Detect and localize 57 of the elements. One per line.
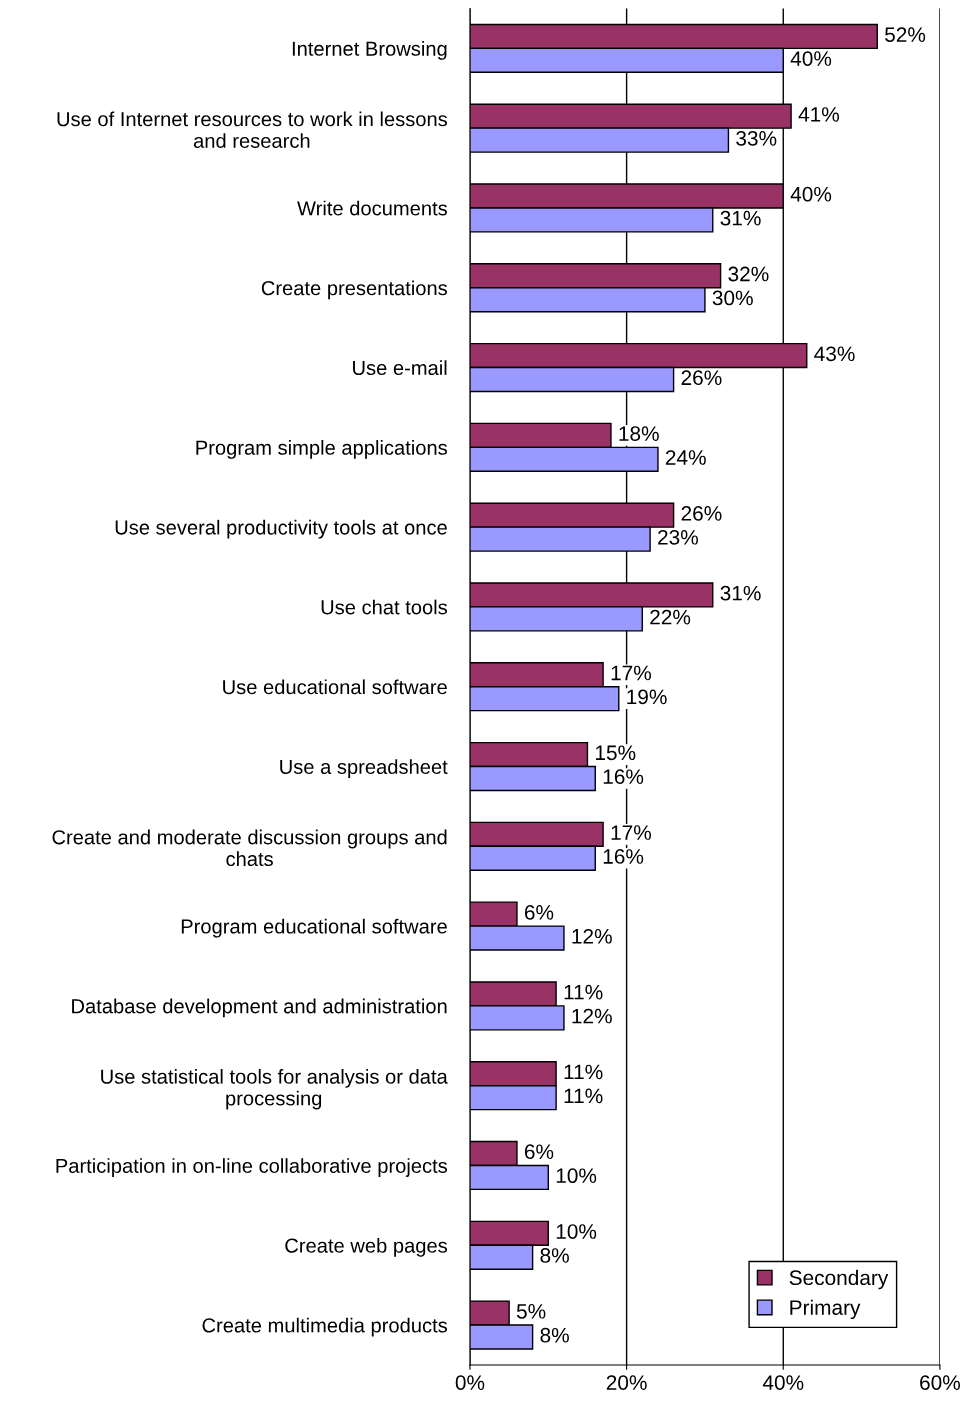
data-label: 31% [720, 585, 761, 601]
y-tick-label: Use statistical tools for analysis or data processing [101, 1069, 448, 1110]
data-label: 40% [790, 186, 832, 202]
x-tick-label: 40% [762, 1375, 804, 1390]
data-label: 16% [603, 769, 644, 785]
data-label: 17% [611, 825, 652, 840]
data-label: 11% [564, 984, 603, 1000]
data-label: 19% [627, 689, 667, 705]
data-label: 15% [595, 745, 636, 761]
y-tick-label: Use of Internet resources to work in lessons and research [57, 111, 448, 148]
y-tick-label: Internet Browsing [292, 41, 447, 60]
legend-label: Primary [790, 1299, 861, 1320]
data-label: 10% [556, 1168, 597, 1184]
x-tick-label: 60% [920, 1375, 961, 1390]
data-label: 24% [665, 450, 706, 465]
data-label: 26% [681, 370, 722, 386]
data-label: 8% [540, 1327, 569, 1343]
y-tick-label: Create and moderate discussion groups and chats [52, 829, 447, 867]
data-label: 31% [720, 210, 761, 226]
data-label: 40% [790, 51, 832, 66]
data-label: 52% [885, 27, 926, 42]
data-label: 11% [564, 1064, 603, 1080]
data-label: 26% [681, 506, 722, 521]
y-tick-label: Use educational software [223, 679, 447, 695]
y-tick-label: Create web pages [285, 1237, 448, 1257]
data-label: 12% [572, 928, 612, 944]
data-label: 30% [712, 290, 753, 306]
data-label: 43% [814, 346, 855, 362]
y-tick-label: Program educational software [181, 918, 447, 938]
y-tick-label: Write documents [297, 200, 448, 216]
data-label: 11% [564, 1088, 603, 1104]
data-label: 23% [658, 529, 699, 545]
data-label: 8% [540, 1248, 569, 1263]
data-label: 18% [619, 426, 659, 441]
data-label: 16% [603, 849, 644, 864]
y-tick-label: Create multimedia products [202, 1317, 448, 1337]
data-label: 22% [650, 609, 691, 625]
x-tick-label: 0% [455, 1375, 485, 1390]
data-label: 6% [524, 1144, 554, 1160]
y-tick-label: Use several productivity tools at once [115, 519, 447, 539]
x-tick-label: 20% [606, 1375, 647, 1390]
data-label: 10% [556, 1224, 597, 1239]
legend-label: Secondary [789, 1269, 889, 1290]
data-label: 17% [611, 665, 652, 681]
y-tick-label: Use e-mail [353, 360, 447, 376]
y-tick-label: Participation in on-line collaborative projects [56, 1158, 448, 1177]
data-label: 5% [516, 1304, 546, 1319]
data-label: 6% [524, 904, 554, 920]
y-tick-label: Program simple applications [196, 440, 448, 459]
y-tick-label: Database development and administration [72, 998, 447, 1018]
data-label: 41% [798, 107, 839, 122]
data-label: 33% [736, 130, 777, 146]
y-tick-label: Use chat tools [321, 599, 448, 615]
data-label: 12% [572, 1008, 612, 1024]
data-label: 32% [728, 266, 769, 282]
y-tick-label: Create presentations [261, 280, 448, 300]
y-tick-label: Use a spreadsheet [280, 759, 448, 778]
